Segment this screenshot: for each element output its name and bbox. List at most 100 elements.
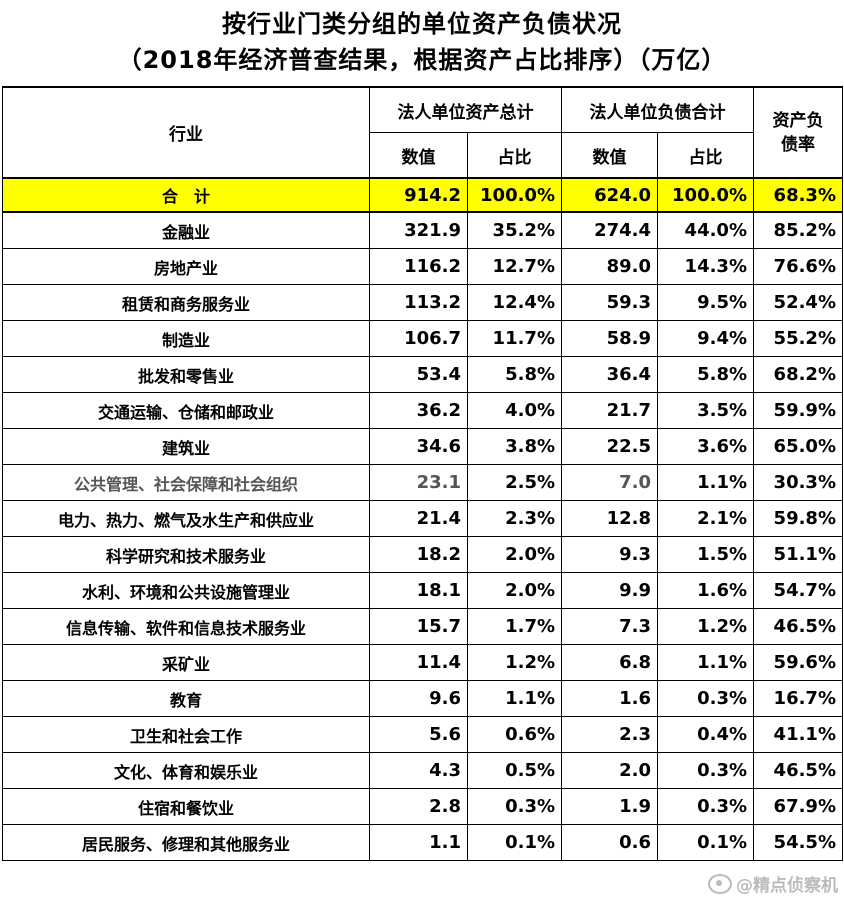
assets-value-cell: 4.3 — [369, 752, 468, 789]
assets-value-cell: 2.8 — [369, 788, 468, 825]
table-row: 批发和零售业 53.4 5.8% 36.4 5.8% 68.2% — [2, 356, 843, 393]
assets-share-cell: 12.4% — [467, 284, 562, 321]
industry-cell: 采矿业 — [2, 644, 370, 681]
assets-value-cell: 15.7 — [369, 608, 468, 645]
table-row: 教育 9.6 1.1% 1.6 0.3% 16.7% — [2, 680, 843, 717]
header-assets-value: 数值 — [369, 132, 468, 179]
liabilities-share-cell: 1.1% — [657, 464, 754, 501]
liabilities-share-cell: 1.2% — [657, 608, 754, 645]
table-row: 文化、体育和娱乐业 4.3 0.5% 2.0 0.3% 46.5% — [2, 752, 843, 789]
total-liabilities-share: 100.0% — [657, 177, 754, 213]
industry-cell: 居民服务、修理和其他服务业 — [2, 824, 370, 861]
ratio-cell: 46.5% — [753, 608, 843, 645]
ratio-cell: 54.5% — [753, 824, 843, 861]
ratio-cell: 41.1% — [753, 716, 843, 753]
industry-cell: 信息传输、软件和信息技术服务业 — [2, 608, 370, 645]
liabilities-value-cell: 36.4 — [561, 356, 658, 393]
assets-value-cell: 34.6 — [369, 428, 468, 465]
liabilities-value-cell: 12.8 — [561, 500, 658, 537]
industry-cell: 金融业 — [2, 211, 370, 249]
liabilities-value-cell: 7.0 — [561, 464, 658, 501]
liabilities-value-cell: 59.3 — [561, 284, 658, 321]
total-assets-share: 100.0% — [467, 177, 562, 213]
industry-cell: 卫生和社会工作 — [2, 716, 370, 753]
liabilities-value-cell: 2.3 — [561, 716, 658, 753]
assets-share-cell: 0.3% — [467, 788, 562, 825]
header-assets-share: 占比 — [467, 132, 562, 179]
ratio-cell: 46.5% — [753, 752, 843, 789]
liabilities-share-cell: 1.1% — [657, 644, 754, 681]
assets-share-cell: 0.1% — [467, 824, 562, 861]
header-industry: 行业 — [2, 86, 370, 179]
header-ratio-text: 资产负债率 — [772, 110, 824, 155]
page-subtitle: （2018年经济普查结果，根据资产占比排序）（万亿） — [117, 46, 727, 74]
liabilities-value-cell: 9.3 — [561, 536, 658, 573]
page-title: 按行业门类分组的单位资产负债状况 — [222, 10, 622, 38]
assets-value-cell: 21.4 — [369, 500, 468, 537]
assets-share-cell: 5.8% — [467, 356, 562, 393]
table-row: 金融业 321.9 35.2% 274.4 44.0% 85.2% — [2, 211, 843, 249]
assets-share-cell: 2.0% — [467, 572, 562, 609]
industry-cell: 水利、环境和公共设施管理业 — [2, 572, 370, 609]
ratio-cell: 65.0% — [753, 428, 843, 465]
table-row: 水利、环境和公共设施管理业 18.1 2.0% 9.9 1.6% 54.7% — [2, 572, 843, 609]
watermark-text: @精点侦察机 — [736, 876, 838, 896]
header-assets-group: 法人单位资产总计 — [369, 86, 562, 133]
industry-cell: 租赁和商务服务业 — [2, 284, 370, 321]
ratio-cell: 68.2% — [753, 356, 843, 393]
ratio-cell: 59.8% — [753, 500, 843, 537]
liabilities-value-cell: 1.9 — [561, 788, 658, 825]
liabilities-share-cell: 0.4% — [657, 716, 754, 753]
liabilities-share-cell: 9.5% — [657, 284, 754, 321]
liabilities-value-cell: 89.0 — [561, 248, 658, 285]
liabilities-value-cell: 58.9 — [561, 320, 658, 357]
liabilities-value-cell: 6.8 — [561, 644, 658, 681]
header-ratio: 资产负债率 — [753, 86, 843, 179]
industry-cell: 电力、热力、燃气及水生产和供应业 — [2, 500, 370, 537]
header-row-1: 行业 法人单位资产总计 法人单位负债合计 资产负债率 — [2, 86, 843, 179]
assets-value-cell: 113.2 — [369, 284, 468, 321]
liabilities-share-cell: 9.4% — [657, 320, 754, 357]
industry-cell: 批发和零售业 — [2, 356, 370, 393]
assets-share-cell: 3.8% — [467, 428, 562, 465]
assets-value-cell: 116.2 — [369, 248, 468, 285]
watermark: @精点侦察机 — [708, 871, 838, 896]
liabilities-share-cell: 1.5% — [657, 536, 754, 573]
total-ratio: 68.3% — [753, 177, 843, 213]
liabilities-value-cell: 1.6 — [561, 680, 658, 717]
table-row: 电力、热力、燃气及水生产和供应业 21.4 2.3% 12.8 2.1% 59.8% — [2, 500, 843, 537]
ratio-cell: 59.9% — [753, 392, 843, 429]
total-assets: 914.2 — [369, 177, 468, 213]
liabilities-share-cell: 0.3% — [657, 788, 754, 825]
ratio-cell: 85.2% — [753, 211, 843, 249]
ratio-cell: 67.9% — [753, 788, 843, 825]
balance-sheet-table: 行业 法人单位资产总计 法人单位负债合计 资产负债率 数值 占比 数值 占比 合… — [2, 86, 843, 861]
industry-cell: 建筑业 — [2, 428, 370, 465]
assets-value-cell: 5.6 — [369, 716, 468, 753]
assets-share-cell: 1.7% — [467, 608, 562, 645]
assets-share-cell: 11.7% — [467, 320, 562, 357]
assets-value-cell: 53.4 — [369, 356, 468, 393]
assets-value-cell: 321.9 — [369, 211, 468, 249]
assets-share-cell: 35.2% — [467, 211, 562, 249]
assets-share-cell: 2.0% — [467, 536, 562, 573]
total-label: 合 计 — [2, 177, 370, 213]
industry-cell: 科学研究和技术服务业 — [2, 536, 370, 573]
assets-value-cell: 106.7 — [369, 320, 468, 357]
weibo-icon — [708, 873, 732, 894]
industry-cell: 交通运输、仓储和邮政业 — [2, 392, 370, 429]
header-row-2: 数值 占比 数值 占比 — [3, 132, 843, 179]
industry-cell: 公共管理、社会保障和社会组织 — [2, 464, 370, 501]
assets-value-cell: 1.1 — [369, 824, 468, 861]
liabilities-share-cell: 3.5% — [657, 392, 754, 429]
ratio-cell: 54.7% — [753, 572, 843, 609]
liabilities-share-cell: 1.6% — [657, 572, 754, 609]
table-row: 信息传输、软件和信息技术服务业 15.7 1.7% 7.3 1.2% 46.5% — [2, 608, 843, 645]
header-liabilities-value: 数值 — [561, 132, 658, 179]
ratio-cell: 16.7% — [753, 680, 843, 717]
table-row: 卫生和社会工作 5.6 0.6% 2.3 0.4% 41.1% — [2, 716, 843, 753]
table-row: 房地产业 116.2 12.7% 89.0 14.3% 76.6% — [2, 248, 843, 285]
table-row: 采矿业 11.4 1.2% 6.8 1.1% 59.6% — [2, 644, 843, 681]
table-row: 科学研究和技术服务业 18.2 2.0% 9.3 1.5% 51.1% — [2, 536, 843, 573]
industry-cell: 文化、体育和娱乐业 — [2, 752, 370, 789]
